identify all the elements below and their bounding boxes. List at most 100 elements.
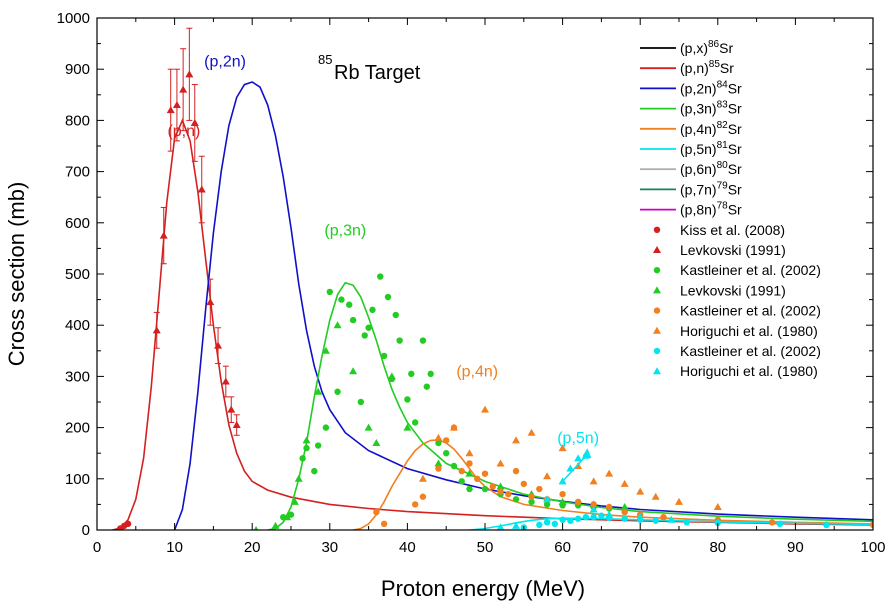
- data-point: [435, 465, 442, 472]
- legend-label: Kastleiner et al. (2002): [680, 262, 821, 278]
- series-line-3: [267, 281, 873, 530]
- data-point: [714, 519, 721, 527]
- legend-swatch: [653, 226, 661, 233]
- data-point: [227, 405, 236, 413]
- data-point: [667, 515, 676, 523]
- x-tick-label: 60: [554, 539, 571, 556]
- data-point: [559, 516, 566, 523]
- legend-item: (p,n)85Sr: [640, 59, 734, 76]
- y-tick-label: 300: [65, 368, 90, 385]
- data-point: [333, 321, 342, 329]
- y-tick-label: 100: [65, 471, 90, 488]
- legend-swatch: [653, 246, 661, 253]
- data-point: [411, 501, 419, 508]
- legend-item: (p,8n)78Sr: [640, 201, 742, 218]
- legend-item: Levkovski (1991): [653, 282, 786, 298]
- data-point: [496, 523, 505, 530]
- data-point: [290, 497, 299, 505]
- legend-swatch: [653, 307, 661, 314]
- data-point: [660, 514, 667, 521]
- data-point: [373, 508, 380, 516]
- p5n-trend-arrow: [562, 453, 588, 482]
- data-point: [543, 501, 551, 508]
- data-point: [528, 493, 535, 500]
- y-tick-label: 900: [65, 61, 90, 78]
- data-point: [326, 288, 333, 296]
- data-point: [349, 367, 358, 375]
- data-point: [536, 521, 543, 529]
- data-point: [314, 387, 323, 395]
- data-point: [512, 496, 520, 503]
- data-point: [620, 502, 629, 510]
- data-point: [512, 436, 521, 444]
- data-point: [283, 513, 292, 521]
- y-tick-label: 600: [65, 215, 90, 232]
- data-point: [598, 512, 605, 519]
- x-tick-label: 50: [477, 539, 494, 556]
- legend-item: Horiguchi et al. (1980): [653, 323, 818, 339]
- y-tick-label: 700: [65, 164, 90, 181]
- x-tick-label: 90: [787, 539, 804, 556]
- data-point: [869, 521, 873, 529]
- data-point: [206, 298, 215, 306]
- data-point: [434, 433, 443, 441]
- legend-item: Kastleiner et al. (2002): [653, 303, 821, 319]
- data-point: [197, 185, 206, 193]
- data-point: [466, 485, 473, 493]
- data-point: [214, 341, 223, 349]
- data-point: [636, 487, 645, 495]
- data-point: [651, 492, 660, 500]
- data-point: [380, 520, 388, 528]
- data-point: [558, 444, 567, 452]
- data-point: [536, 485, 543, 493]
- data-point: [303, 444, 310, 452]
- legend-label: (p,4n)82Sr: [680, 120, 742, 137]
- data-point: [403, 423, 412, 431]
- data-point: [377, 273, 384, 280]
- data-point: [434, 459, 443, 467]
- data-point: [346, 301, 353, 308]
- data-point: [334, 388, 341, 395]
- axes: 0 10 20 30 40 50 60 70 80 90 100010020030040050060…: [57, 10, 886, 556]
- legend-label: Levkovski (1991): [680, 242, 786, 258]
- data-point: [418, 474, 427, 482]
- data-point: [675, 497, 683, 505]
- data-point: [392, 311, 399, 319]
- data-point: [152, 326, 161, 334]
- annotation-label: (p,2n): [204, 54, 246, 71]
- data-point: [543, 472, 552, 480]
- p5n-arrowhead: [582, 448, 592, 459]
- legend-label: Horiguchi et al. (1980): [680, 323, 818, 339]
- legend-swatch: [653, 367, 661, 375]
- plot-content: [112, 27, 873, 530]
- x-tick-label: 80: [709, 539, 726, 556]
- legend-item: (p,3n)83Sr: [640, 100, 742, 117]
- data-point: [527, 428, 536, 436]
- data-point: [449, 423, 458, 431]
- data-point: [465, 449, 474, 457]
- series-line-4: [352, 439, 873, 530]
- data-point: [365, 324, 372, 331]
- data-point: [321, 346, 330, 354]
- data-point: [384, 293, 392, 301]
- data-point: [314, 442, 322, 449]
- legend-item: (p,4n)82Sr: [640, 120, 742, 137]
- data-point: [221, 377, 230, 385]
- legend-swatch: [653, 267, 661, 274]
- x-tick-label: 100: [860, 539, 885, 556]
- data-point: [465, 469, 474, 477]
- data-point: [512, 521, 521, 529]
- y-tick-label: 400: [65, 317, 90, 334]
- data-point: [357, 398, 365, 406]
- y-tick-label: 800: [65, 112, 90, 129]
- x-tick-label: 20: [244, 539, 261, 556]
- data-point: [768, 519, 776, 526]
- data-point: [364, 423, 373, 431]
- data-point: [481, 405, 489, 413]
- annotations: (p,n) (p,2n) (p,3n) (p,4n) (p,5n): [167, 54, 599, 482]
- data-point: [713, 502, 722, 510]
- data-point: [590, 501, 597, 508]
- data-point: [172, 101, 181, 109]
